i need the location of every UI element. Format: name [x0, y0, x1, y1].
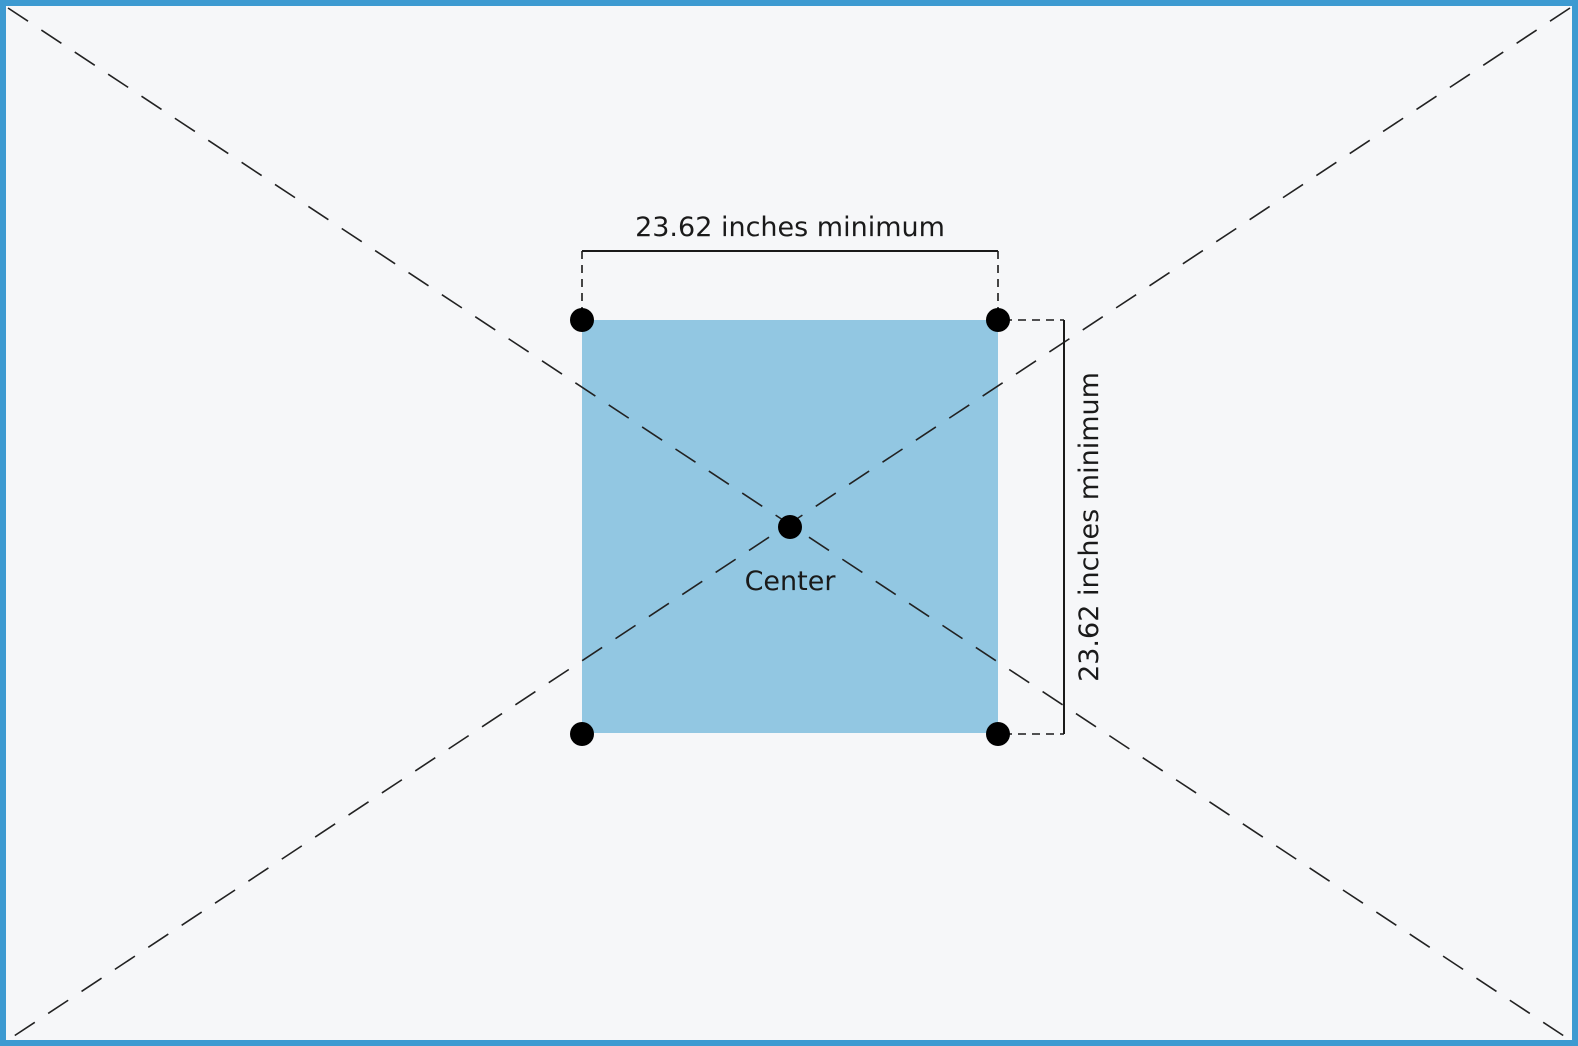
corner-dot-bottom-left: [570, 722, 594, 746]
corner-dot-top-right: [986, 308, 1010, 332]
height-dimension: 23.62 inches minimum: [1004, 319, 1105, 735]
corner-dot-bottom-right: [986, 722, 1010, 746]
width-dimension-label: 23.62 inches minimum: [635, 212, 945, 243]
center-label: Center: [745, 566, 837, 597]
corner-dot-top-left: [570, 308, 594, 332]
height-dimension-label: 23.62 inches minimum: [1074, 372, 1105, 682]
width-dimension: 23.62 inches minimum: [581, 212, 999, 312]
center-dot: [778, 515, 802, 539]
